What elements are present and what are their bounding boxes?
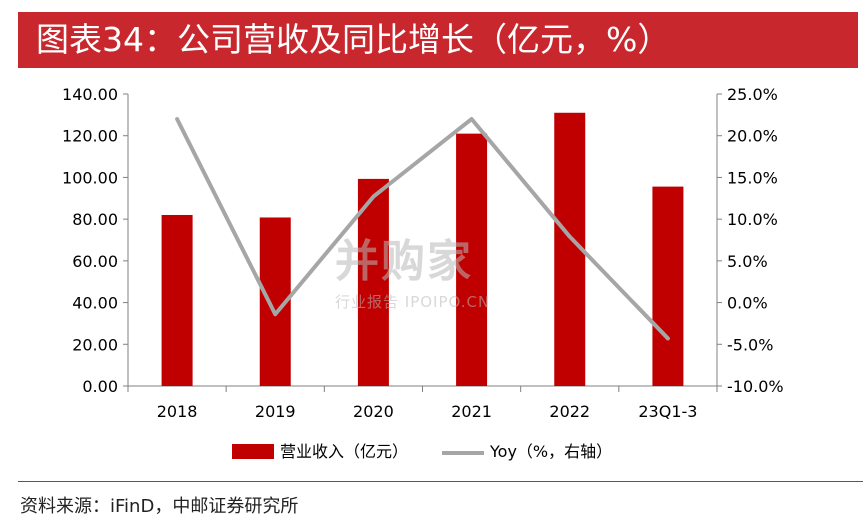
right-tick-label: 20.0% [727, 127, 778, 146]
left-tick-label: 0.00 [82, 377, 118, 396]
left-tick-label: 20.00 [72, 335, 118, 354]
point-yoy [470, 117, 474, 121]
point-yoy [666, 336, 670, 340]
line-yoy [175, 117, 670, 341]
point-yoy [175, 117, 179, 121]
legend-swatch-revenue [232, 444, 274, 459]
left-tick-label: 100.00 [62, 168, 118, 187]
right-tick-label: 0.0% [727, 294, 768, 313]
legend-label-revenue: 营业收入（亿元） [280, 442, 408, 461]
point-yoy [371, 195, 375, 199]
right-tick-label: -10.0% [727, 377, 784, 396]
left-tick-label: 80.00 [72, 210, 118, 229]
legend-label-yoy: Yoy（%，右轴） [489, 442, 612, 461]
source-note: 资料来源：iFinD，中邮证券研究所 [20, 496, 299, 517]
right-tick-label: -5.0% [727, 335, 773, 354]
left-tick-label: 120.00 [62, 127, 118, 146]
bar-revenue [456, 133, 488, 386]
bar-revenue [161, 214, 193, 386]
x-tick-label: 2019 [255, 402, 296, 421]
x-tick-label: 2018 [157, 402, 198, 421]
x-tick-label: 23Q1-3 [638, 402, 697, 421]
divider [18, 481, 863, 482]
chart-title: 图表34：公司营收及同比增长（亿元，%） [36, 20, 671, 59]
left-tick-label: 40.00 [72, 294, 118, 313]
right-tick-label: 10.0% [727, 210, 778, 229]
bar-revenue [357, 178, 389, 386]
x-tick-label: 2022 [549, 402, 590, 421]
title-bar: 图表34：公司营收及同比增长（亿元，%） [18, 12, 858, 68]
left-tick-label: 60.00 [72, 252, 118, 271]
x-tick-label: 2020 [353, 402, 394, 421]
bar-revenue [652, 186, 684, 386]
point-yoy [568, 235, 572, 239]
left-tick-label: 140.00 [62, 85, 118, 104]
right-tick-label: 5.0% [727, 252, 768, 271]
x-tick-label: 2021 [451, 402, 492, 421]
point-yoy [273, 312, 277, 316]
right-tick-label: 15.0% [727, 168, 778, 187]
right-tick-label: 25.0% [727, 85, 778, 104]
